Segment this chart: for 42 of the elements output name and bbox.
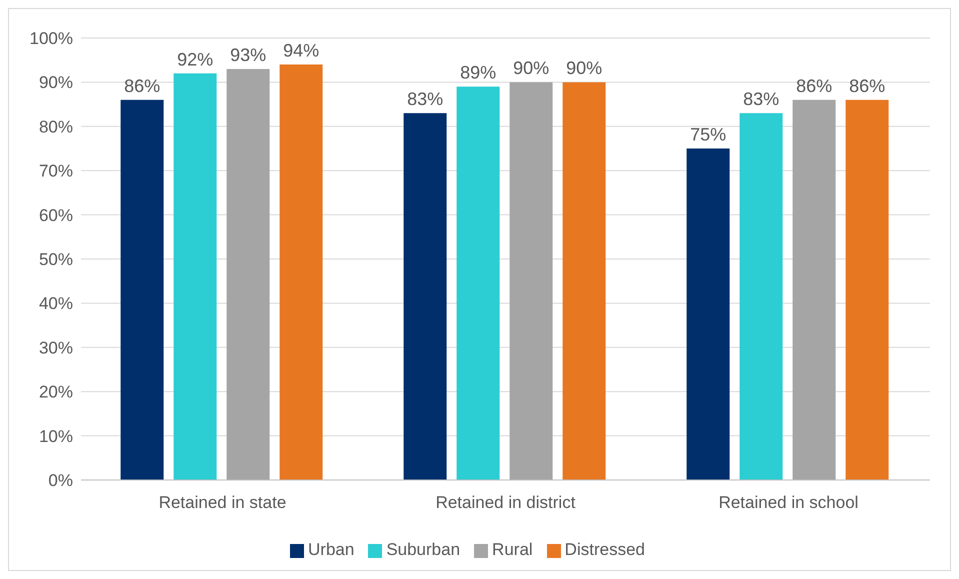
y-tick-label: 40% <box>38 294 73 314</box>
y-tick-label: 90% <box>38 73 73 92</box>
y-tick-label: 60% <box>38 206 73 225</box>
y-tick-label: 20% <box>38 382 73 402</box>
bar <box>846 100 889 480</box>
y-tick-label: 10% <box>38 426 73 446</box>
data-label: 83% <box>743 89 780 110</box>
data-label: 89% <box>460 62 496 83</box>
y-tick-label: 0% <box>48 471 73 490</box>
data-label: 86% <box>796 76 832 96</box>
y-tick-label: 50% <box>38 250 73 270</box>
bar <box>280 64 323 480</box>
legend-label: Urban <box>308 540 354 559</box>
data-label: 83% <box>407 89 444 110</box>
bar <box>226 68 270 480</box>
data-label: 93% <box>230 44 266 65</box>
x-tick-label: Retained in district <box>436 493 576 512</box>
data-label: 90% <box>566 58 602 78</box>
legend-label: Distressed <box>564 540 645 559</box>
data-label: 94% <box>283 40 320 61</box>
legend-label: Suburban <box>386 540 460 559</box>
bar <box>792 100 836 480</box>
y-tick-label: 80% <box>38 117 73 136</box>
data-label: 86% <box>849 76 886 96</box>
data-label: 90% <box>513 58 550 78</box>
data-label: 75% <box>690 124 726 144</box>
bar <box>562 82 606 480</box>
x-tick-label: Retained in state <box>158 493 286 512</box>
x-tick-label: Retained in school <box>718 493 858 512</box>
bar <box>456 86 500 480</box>
bar <box>174 73 217 480</box>
bar <box>404 113 447 480</box>
y-tick-label: 100% <box>30 29 73 48</box>
legend-label: Rural <box>492 540 533 559</box>
y-tick-label: 70% <box>38 162 73 181</box>
bar <box>120 100 164 480</box>
data-label: 86% <box>124 76 160 96</box>
data-label: 92% <box>177 49 214 70</box>
bar <box>686 148 730 480</box>
bar <box>510 82 553 480</box>
y-tick-label: 30% <box>38 338 73 358</box>
bar <box>740 113 783 480</box>
